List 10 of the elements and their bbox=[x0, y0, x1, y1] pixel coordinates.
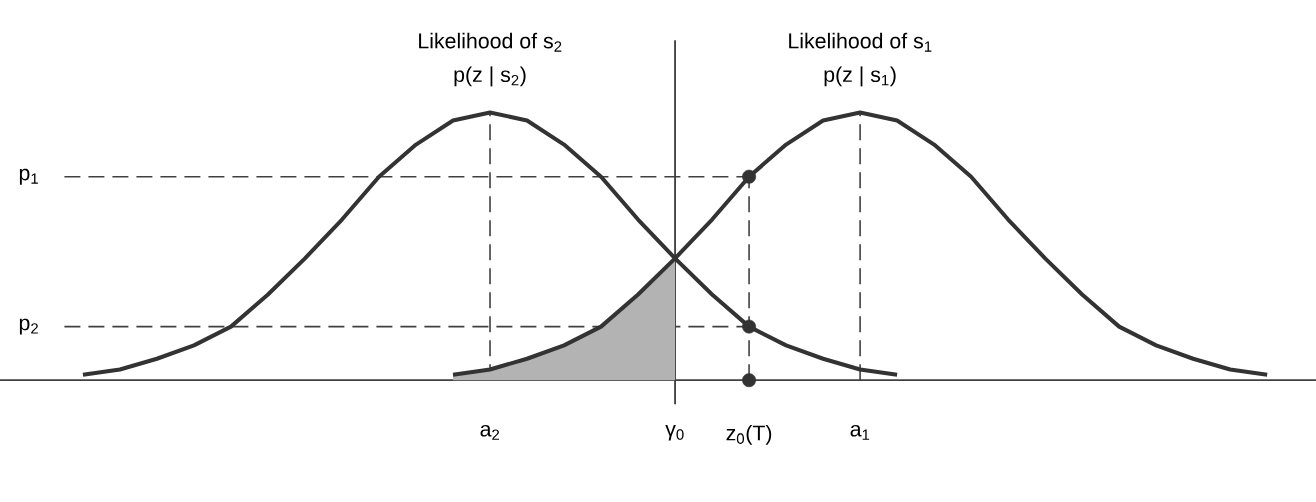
text: Likelihood of s$_{1}$ bbox=[789, 32, 932, 52]
text: Likelihood of s$_{2}$ bbox=[419, 32, 562, 52]
series-label: p(z | s$_{2}$) bbox=[454, 66, 526, 87]
x-tick-label: γ$_{0}$ bbox=[665, 424, 684, 441]
ref-line-label: p$_{1}$ bbox=[19, 168, 38, 185]
ref-line-label: p$_{2}$ bbox=[19, 318, 38, 335]
x-tick-label: z$_{0}$(T) bbox=[726, 424, 772, 445]
x-tick-label: a$_{2}$ bbox=[480, 424, 500, 440]
series-label: p(z | s$_{1}$) bbox=[824, 66, 896, 87]
x-tick-label: a$_{1}$ bbox=[850, 424, 870, 440]
